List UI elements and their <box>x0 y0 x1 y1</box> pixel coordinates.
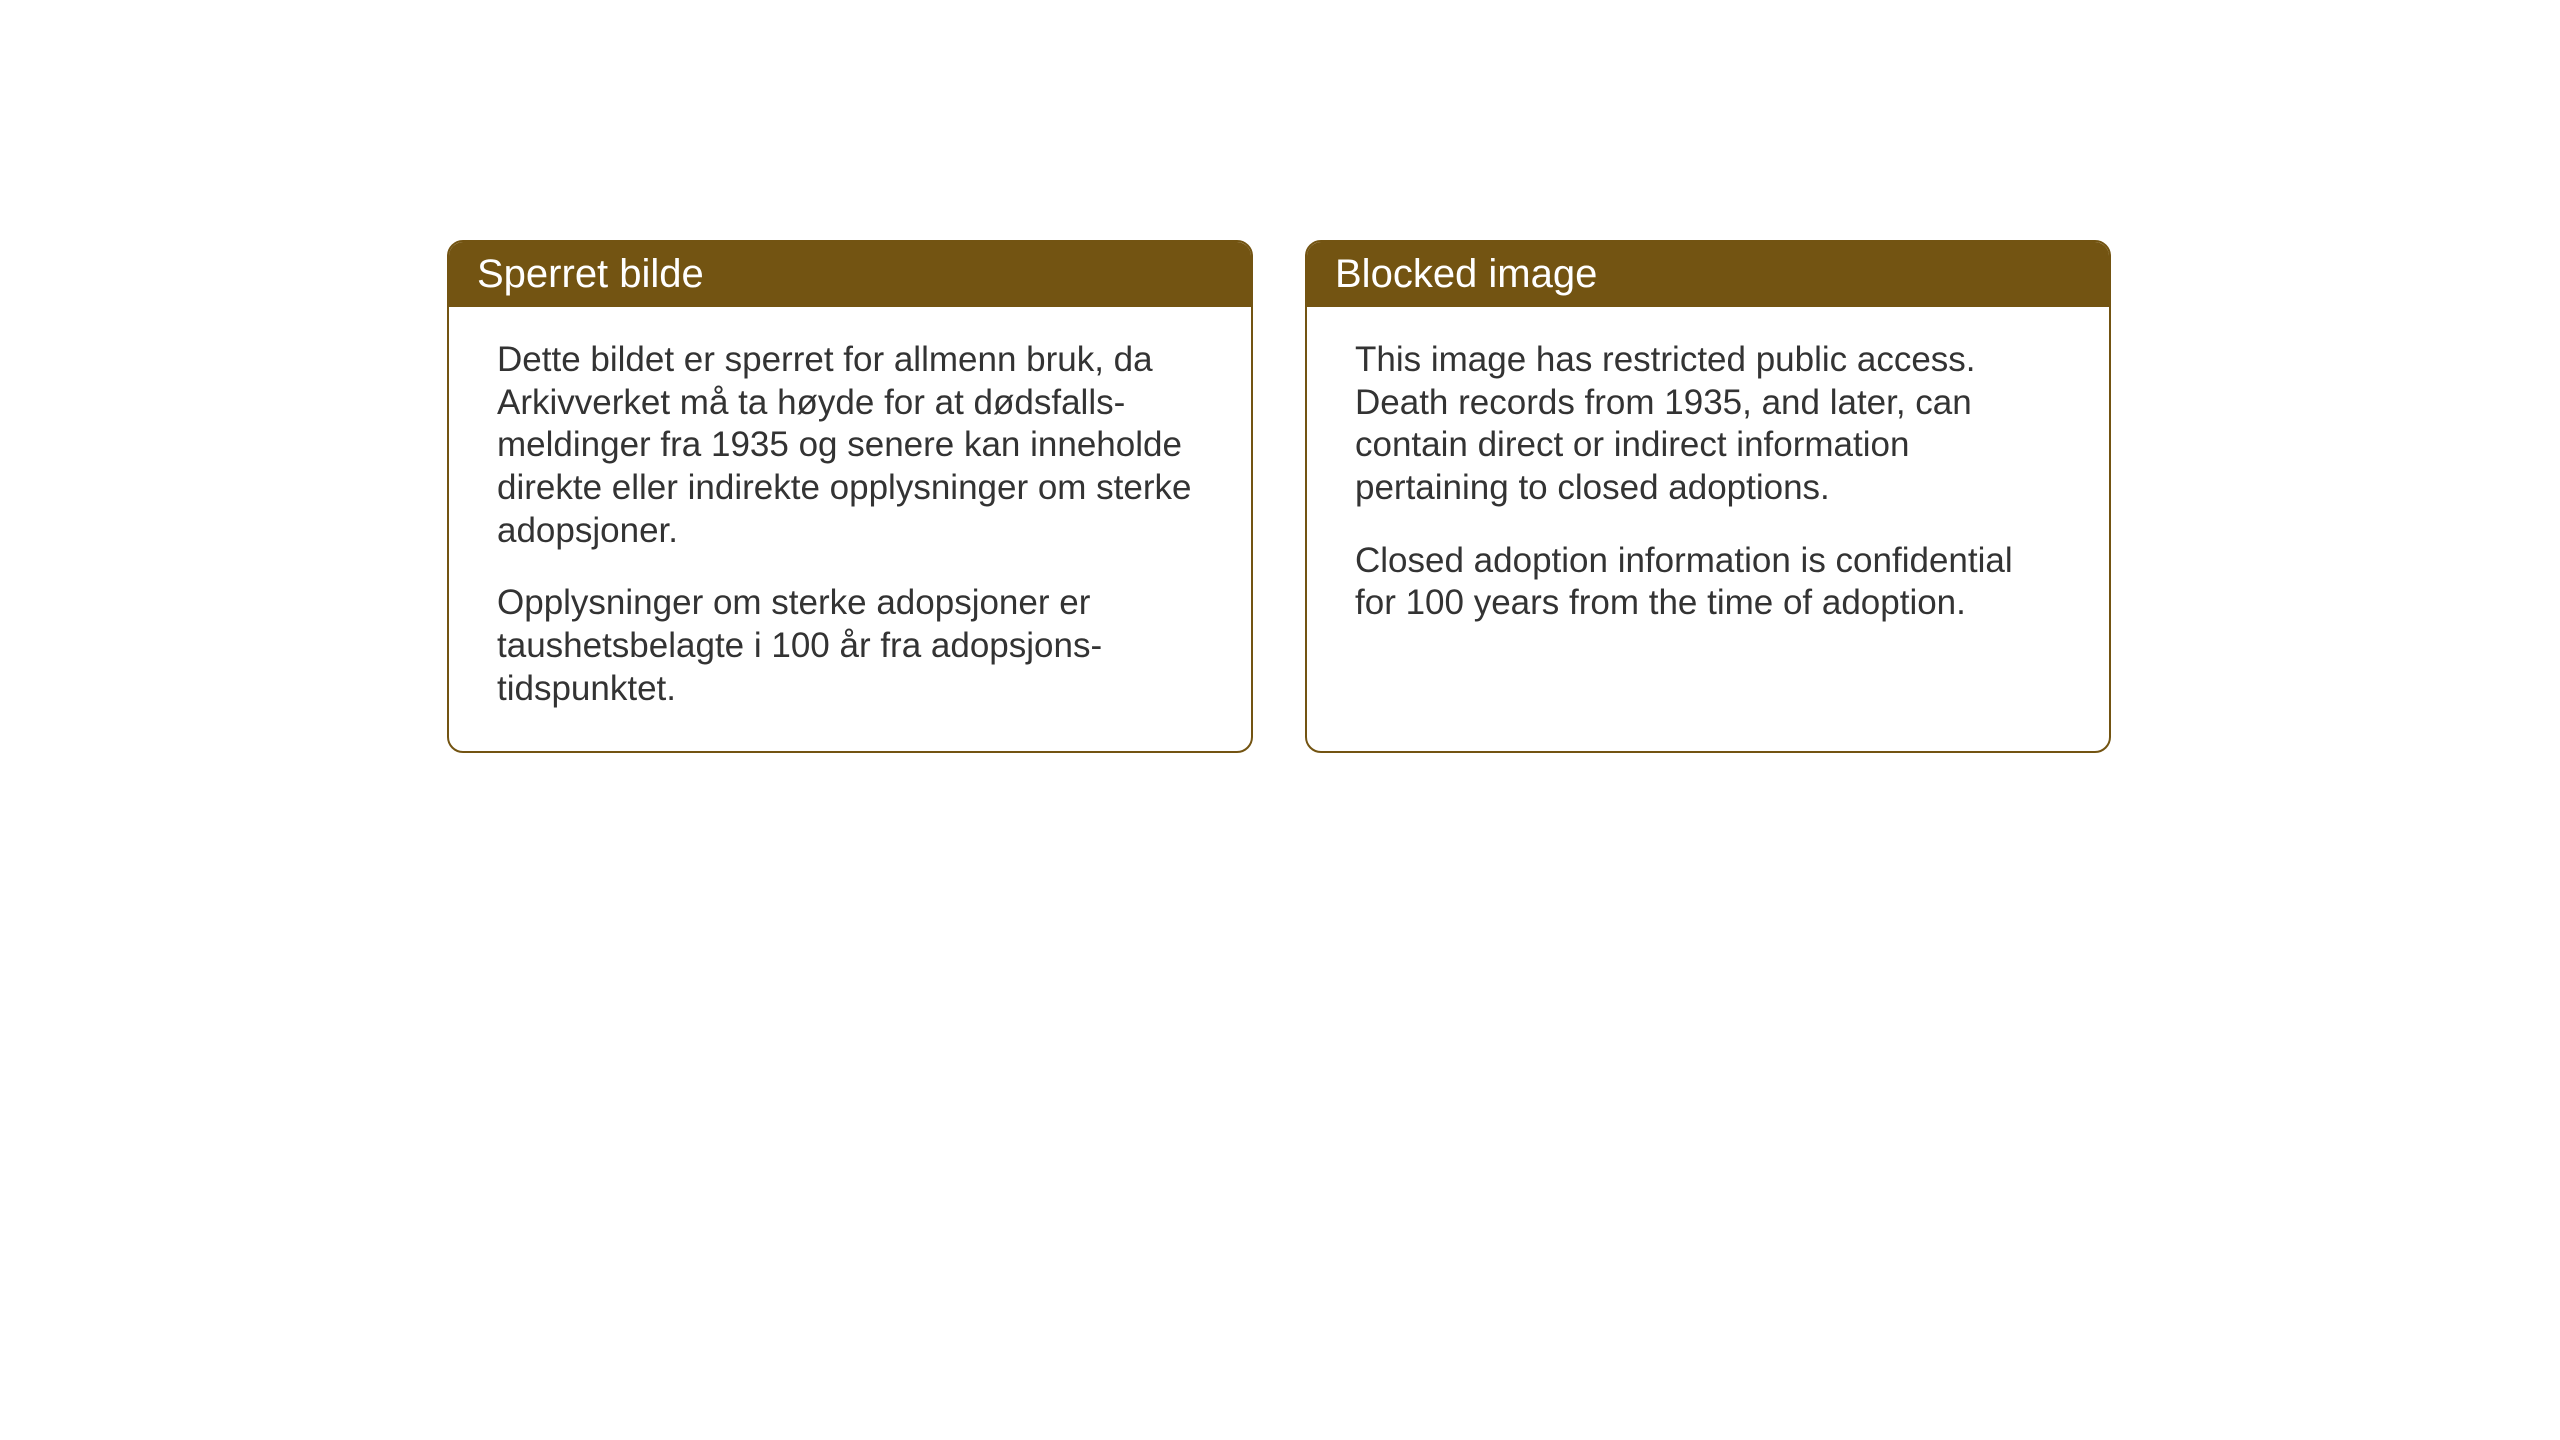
english-notice-card: Blocked image This image has restricted … <box>1305 240 2111 753</box>
english-card-title: Blocked image <box>1307 242 2109 307</box>
english-paragraph-1: This image has restricted public access.… <box>1355 339 2061 510</box>
norwegian-card-title: Sperret bilde <box>449 242 1251 307</box>
english-card-body: This image has restricted public access.… <box>1307 307 2109 665</box>
english-paragraph-2: Closed adoption information is confident… <box>1355 540 2061 625</box>
notice-container: Sperret bilde Dette bildet er sperret fo… <box>447 240 2111 753</box>
norwegian-paragraph-2: Opplysninger om sterke adopsjoner er tau… <box>497 582 1203 710</box>
norwegian-card-body: Dette bildet er sperret for allmenn bruk… <box>449 307 1251 751</box>
norwegian-paragraph-1: Dette bildet er sperret for allmenn bruk… <box>497 339 1203 552</box>
norwegian-notice-card: Sperret bilde Dette bildet er sperret fo… <box>447 240 1253 753</box>
